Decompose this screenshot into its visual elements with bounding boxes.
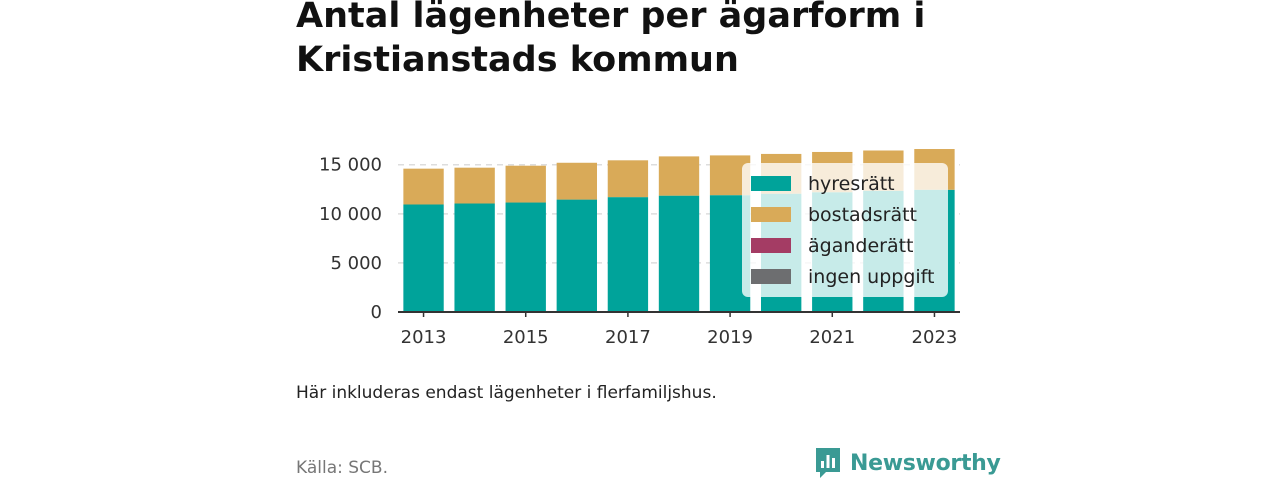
bar-segment-hyresrätt: [658, 195, 700, 312]
legend-swatch: [751, 269, 791, 284]
bar-segment-hyresrätt: [454, 203, 495, 312]
x-tick-label: 2019: [707, 327, 753, 348]
bar-segment-bostadsrätt: [454, 167, 495, 204]
newsworthy-logo-icon: [816, 448, 840, 478]
chart-title: Antal lägenheter per ägarform i Kristian…: [296, 0, 926, 80]
bar-segment-bostadsrätt: [556, 162, 597, 200]
legend-swatch: [751, 207, 791, 222]
bar-segment-hyresrätt: [505, 202, 546, 312]
x-tick-label: 2023: [912, 327, 958, 348]
bar-segment-hyresrätt: [607, 197, 649, 312]
legend-label: bostadsrätt: [808, 204, 917, 226]
bar-segment-bostadsrätt: [658, 156, 700, 196]
bar-segment-hyresrätt: [403, 204, 444, 312]
legend-label: äganderätt: [808, 235, 914, 257]
legend-swatch: [751, 176, 791, 191]
bar-segment-bostadsrätt: [403, 168, 444, 205]
legend-label: ingen uppgift: [808, 266, 934, 288]
y-tick-label: 10 000: [319, 204, 382, 225]
legend-background: [742, 163, 948, 297]
chart-note: Här inkluderas endast lägenheter i flerf…: [296, 383, 717, 403]
bar-segment-bostadsrätt: [607, 160, 649, 198]
y-tick-label: 0: [371, 302, 382, 323]
newsworthy-logo[interactable]: Newsworthy: [814, 446, 1001, 480]
y-tick-label: 15 000: [319, 155, 382, 176]
legend-label: hyresrätt: [808, 173, 895, 195]
stacked-bar-chart: 0 5 000 10 000 15 000 2013 2015 2017 2019 2021 20…: [319, 149, 960, 348]
axes: 0 5 000 10 000 15 000 2013 2015 2017 2019 2021 20…: [319, 155, 960, 348]
source-note: Källa: SCB.: [296, 458, 388, 478]
legend-swatch: [751, 238, 791, 253]
y-tick-label: 5 000: [330, 253, 382, 274]
x-tick-label: 2013: [401, 327, 447, 348]
x-tick-label: 2017: [605, 327, 651, 348]
bar-segment-hyresrätt: [556, 199, 597, 312]
bar-segment-bostadsrätt: [505, 165, 546, 203]
x-tick-label: 2021: [809, 327, 855, 348]
x-tick-label: 2015: [503, 327, 549, 348]
brand-name: Newsworthy: [850, 450, 1001, 476]
legend: hyresrätt bostadsrätt äganderätt ingen uppg…: [742, 163, 948, 297]
